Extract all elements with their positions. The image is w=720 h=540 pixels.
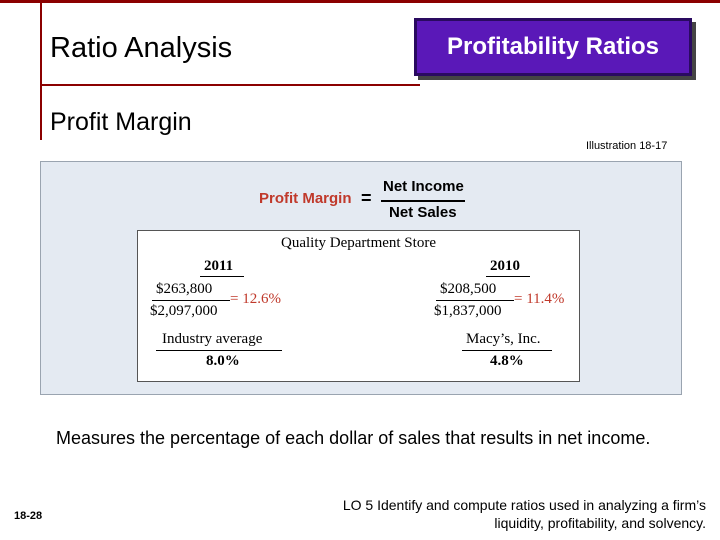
fraction-numerator: $263,800 [156,281,213,297]
ratio-result: = 12.6% [230,291,281,307]
ratio-result: = 11.4% [514,291,565,307]
comparison-underline [462,350,552,351]
page-title: Ratio Analysis [50,32,233,64]
comparison-value: 4.8% [490,353,524,369]
year-underline [486,276,530,277]
comparison-underline [156,350,282,351]
formula-denominator: Net Sales [389,204,457,221]
formula-fraction-bar [381,200,465,202]
illustration-panel: Profit Margin = Net Income Net Sales Qua… [40,161,682,395]
learning-objective: LO 5 Identify and compute ratios used in… [342,497,706,531]
fraction-denominator: $2,097,000 [150,303,218,319]
year-label: 2010 [490,258,520,274]
title-underline [40,84,420,86]
slide-subtitle: Profit Margin [50,108,192,136]
comparison-label: Macy’s, Inc. [466,331,541,347]
illustration-label: Illustration 18-17 [586,140,668,152]
comparison-value: 8.0% [206,353,240,369]
year-label: 2011 [204,258,234,274]
formula-numerator: Net Income [383,178,464,195]
year-underline [200,276,244,277]
fraction-numerator: $208,500 [440,281,497,297]
fraction-bar [152,300,230,301]
page-number: 18-28 [14,510,43,522]
section-badge-label: Profitability Ratios [446,33,660,60]
formula-equals: = [361,188,372,208]
section-badge: Profitability Ratios [414,18,692,76]
calculation-box: Quality Department Store 2011 $263,800 $… [137,230,580,382]
comparison-label: Industry average [162,331,263,347]
left-rule [40,0,42,140]
fraction-bar [436,300,514,301]
company-name: Quality Department Store [281,235,436,251]
description-text: Measures the percentage of each dollar o… [56,428,651,448]
top-rule [0,0,720,3]
fraction-denominator: $1,837,000 [434,303,502,319]
formula-label: Profit Margin [259,190,352,207]
